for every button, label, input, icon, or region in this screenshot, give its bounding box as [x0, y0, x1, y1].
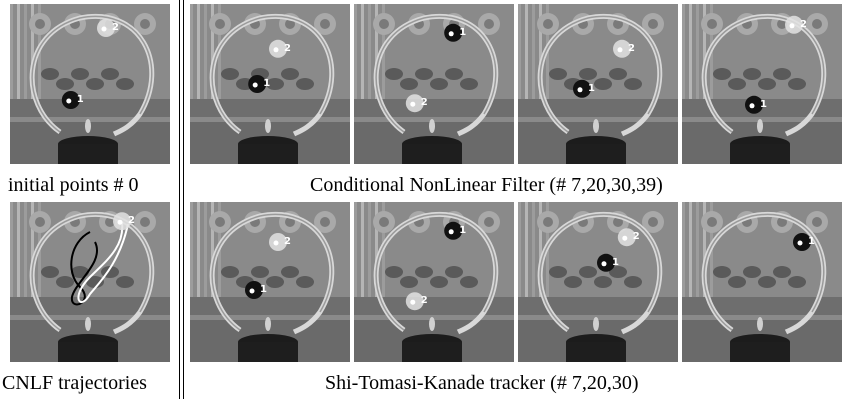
- point-label-1: 1: [263, 78, 270, 89]
- tracked-point-1: 1: [444, 23, 466, 42]
- point-label-1: 1: [808, 236, 815, 247]
- frame-trajectories: 2: [10, 202, 170, 362]
- tracked-point-2: 2: [97, 19, 119, 37]
- frame-stk-39: 1: [682, 202, 842, 362]
- separator-line-right: [183, 0, 184, 399]
- tracked-point-1: 1: [745, 95, 767, 114]
- point-label-1: 1: [459, 225, 466, 236]
- tracked-point-2: 2: [405, 94, 428, 113]
- caption-cnlf-trajectories: CNLF trajectories: [2, 372, 147, 394]
- point-label-2: 2: [284, 236, 291, 247]
- tracked-point-1: 1: [245, 281, 267, 299]
- separator-line-left: [179, 0, 180, 399]
- point-label-2: 2: [284, 43, 291, 54]
- tracked-point-1: 1: [597, 253, 619, 272]
- tracked-point-1: 1: [444, 221, 466, 240]
- point-label-2: 2: [628, 43, 635, 54]
- tracked-point-1: 1: [573, 79, 595, 98]
- tracked-point-1: 1: [248, 75, 270, 93]
- point-label-1: 1: [760, 99, 767, 110]
- point-label-2: 2: [421, 97, 428, 108]
- point-label-1: 1: [77, 94, 84, 105]
- tracked-point-2: 2: [269, 39, 291, 58]
- tracked-point-2: 2: [405, 292, 428, 311]
- tracked-point-2: 2: [113, 212, 135, 231]
- tracked-point-1: 1: [793, 233, 815, 251]
- tracked-point-2: 2: [785, 15, 807, 34]
- point-label-1: 1: [612, 257, 619, 268]
- tracked-point-2: 2: [269, 233, 291, 251]
- point-label-2: 2: [112, 22, 119, 33]
- caption-initial-points: initial points # 0: [8, 174, 139, 196]
- caption-stk-tracker: Shi-Tomasi-Kanade tracker (# 7,20,30): [325, 372, 639, 394]
- point-label-1: 1: [588, 83, 595, 94]
- point-label-2: 2: [800, 19, 807, 30]
- point-label-1: 1: [260, 284, 267, 295]
- tracked-point-1: 1: [61, 91, 84, 109]
- caption-cnlf: Conditional NonLinear Filter (# 7,20,30,…: [310, 174, 663, 196]
- tracked-point-2: 2: [617, 228, 640, 247]
- point-label-2: 2: [421, 295, 428, 306]
- point-label-1: 1: [459, 27, 466, 38]
- point-label-2: 2: [633, 231, 640, 242]
- point-label-2: 2: [128, 215, 135, 226]
- tracked-point-2: 2: [613, 39, 635, 58]
